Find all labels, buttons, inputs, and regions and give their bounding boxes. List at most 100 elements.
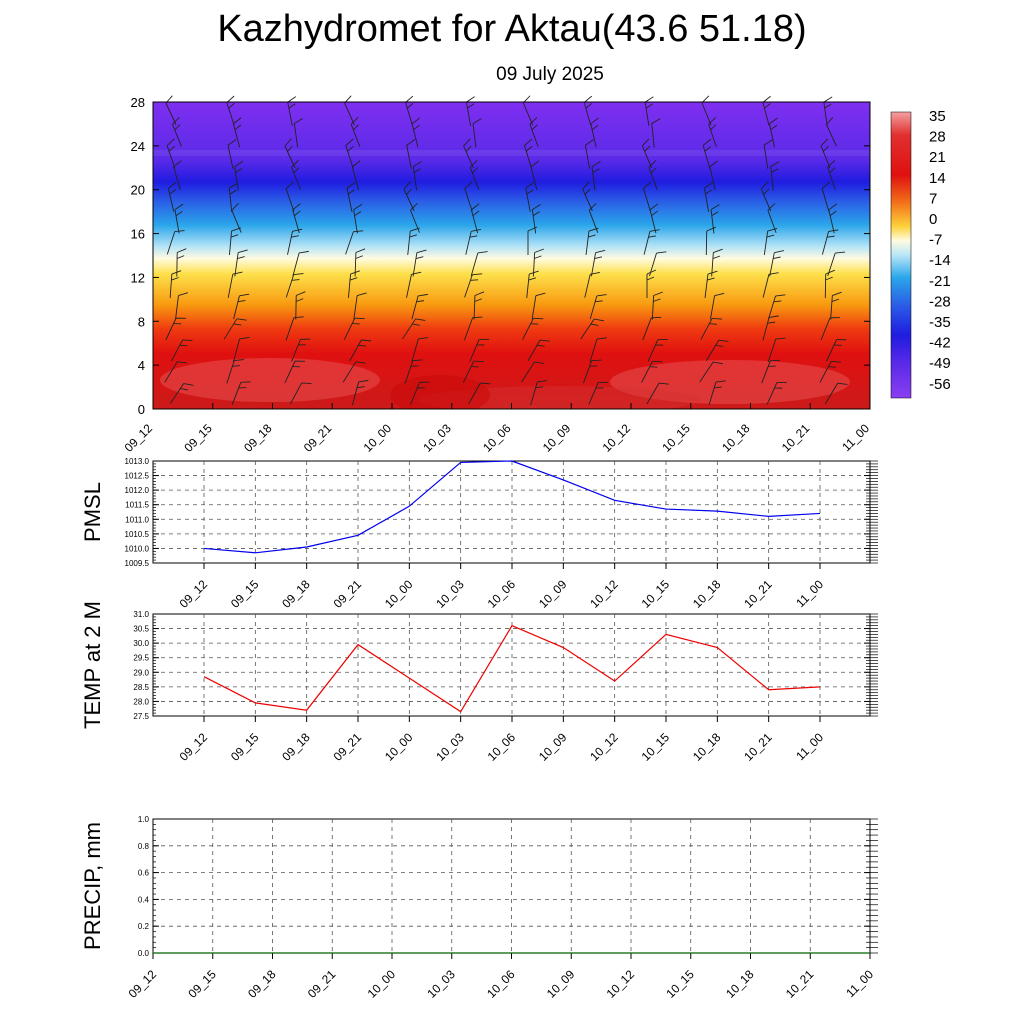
wind-barb [285,273,304,298]
wind-barb [284,138,296,169]
wind-barb [830,291,842,320]
x-tick-label: 09_18 [279,577,313,611]
heatmap-field [153,102,870,409]
wind-barb [292,203,301,234]
x-tick-label: 09_15 [228,730,262,764]
wind-barb [826,339,847,362]
wind-barb [821,229,839,255]
wind-barb [227,271,243,298]
wind-barb [530,380,548,406]
colorbar-label: -21 [929,273,951,290]
wind-barb [824,269,835,299]
x-tick-label: 10_21 [779,421,813,455]
pmsl-panel: 1009.5 1010.0 1010.5 1011.0 1011.5 1012.0 1012… [80,457,878,611]
precip-panel: 0.0 0.2 0.4 0.6 0.8 1.0 09_12 09_15 09_18 09_21 10… [80,815,878,1001]
y-tick-label: 24 [131,139,145,154]
wind-barb [584,139,594,169]
wind-barb [584,271,600,298]
wind-barb [170,339,193,362]
wind-barb [766,382,787,405]
y-tick-label: 29.0 [133,668,149,677]
colorbar-label: -49 [929,355,951,372]
x-tick-label: 09_18 [241,421,275,455]
heatmap-x-axis: 09_12 09_15 09_18 09_21 10_00 10_03 10_06 10_09… [122,403,872,455]
wind-barb [820,138,831,169]
x-tick-label: 10_12 [587,730,621,764]
wind-barb [763,227,778,255]
wind-barb [232,117,242,148]
wind-barb [470,251,488,277]
x-tick-label: 10_03 [433,577,467,611]
colorbar-label: 35 [929,108,946,125]
wind-barb [590,249,606,277]
wind-barb [406,139,416,169]
x-tick-label: 10_03 [433,730,467,764]
x-tick-label: 10_21 [741,577,775,611]
wind-barb [525,182,535,212]
wind-barb [823,96,833,126]
y-tick-label: 0.4 [138,895,150,904]
x-tick-label: 10_21 [741,730,775,764]
x-tick-label: 10_09 [536,730,570,764]
wind-barb [826,116,837,147]
colorbar: 35 28 21 14 7 0 -7 -14 -21 -28 -35 -42 -49 -56 [890,108,951,399]
x-tick-label: 10_00 [365,967,399,1001]
wind-barb [465,96,475,126]
x-tick-label: 10_12 [604,967,638,1001]
x-tick-label: 10_15 [639,730,673,764]
y-tick-label: 1011.5 [125,501,149,510]
wind-barb [346,182,356,212]
y-axis-label: PRECIP, mm [80,822,105,950]
wind-barb [173,160,182,191]
wind-barb [351,160,361,191]
wind-barb [769,250,784,277]
wind-barb [293,118,303,148]
wind-barb [289,382,312,405]
wind-barb [761,359,781,384]
wind-barb [406,271,422,298]
wind-barb [648,160,658,190]
wind-barb [412,161,422,191]
wind-barb [404,359,423,384]
wind-barb [651,118,661,148]
wind-barb [700,317,722,340]
wind-barb [824,382,848,405]
wind-barb [527,339,550,362]
x-tick-label: 09_21 [305,967,339,1001]
wind-barb [226,95,235,126]
wind-barb [641,360,663,383]
wind-barb [589,337,607,363]
y-tick-label: 30.5 [133,625,149,634]
wind-barb [348,270,361,298]
wind-barb [580,318,604,340]
colorbar-label: 14 [929,170,946,187]
x-tick-label: 10_03 [420,421,454,455]
wind-barb [709,160,718,191]
wind-barb [651,291,663,320]
wind-barb [527,226,538,255]
wind-barb [531,292,546,320]
wind-barb [295,291,306,320]
wind-barb [166,230,185,255]
wind-barb [710,204,720,234]
y-tick-label: 1012.5 [125,472,150,481]
y-tick-label: 0 [138,402,145,417]
wind-barb [463,316,483,341]
wind-barb [223,318,247,340]
wind-barb [166,138,176,169]
y-axis-label: TEMP at 2 M [80,601,105,729]
temp-panel: 27.5 28.0 28.5 29.0 29.5 30.0 30.5 31.0 09_12 09_… [80,601,878,764]
wind-barb [411,293,428,320]
x-tick-label: 09_12 [177,577,211,611]
wind-barb [828,203,837,234]
wind-barb [287,96,297,126]
wind-barb [763,139,773,169]
wind-barbs [164,95,848,406]
wind-barb [410,381,430,405]
wind-barb [343,317,365,340]
x-tick-label: 10_15 [659,421,693,455]
wind-barb [231,381,251,405]
x-tick-label: 10_12 [587,577,621,611]
colorbar-labels: 35 28 21 14 7 0 -7 -14 -21 -28 -35 -42 -49 -56 [929,108,951,393]
